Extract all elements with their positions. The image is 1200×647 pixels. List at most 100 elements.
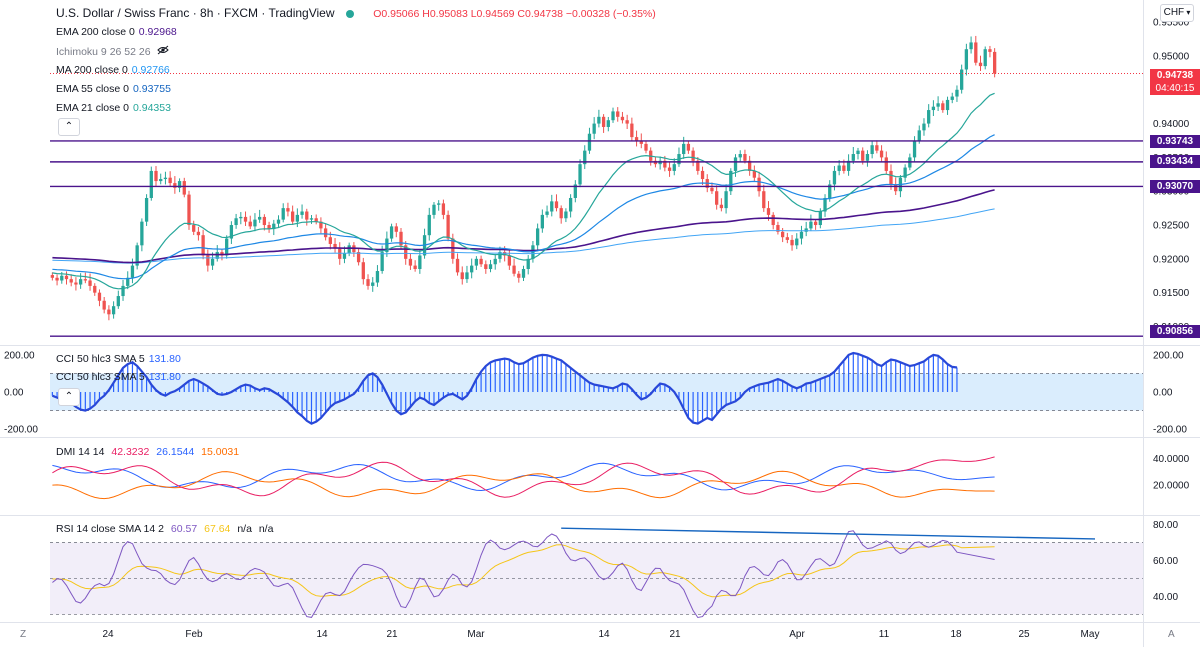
candle-body xyxy=(799,231,804,239)
zoom-reset-button[interactable]: Z xyxy=(20,629,27,640)
bar-countdown-tag: 04:40:15 xyxy=(1150,82,1200,95)
candle-body xyxy=(488,264,493,269)
ema200-line xyxy=(52,189,995,264)
candle-body xyxy=(616,111,620,117)
candle-body xyxy=(573,184,577,198)
candle-body xyxy=(969,42,973,50)
ema55-line xyxy=(52,134,995,280)
candle-body xyxy=(983,49,987,67)
symbol-title[interactable]: U.S. Dollar / Swiss Franc · 8h · FXCM · … xyxy=(56,6,335,20)
candle-body xyxy=(333,243,337,249)
candle-body xyxy=(762,191,766,209)
candle-body xyxy=(295,214,299,222)
eye-hidden-icon[interactable] xyxy=(157,45,170,58)
time-tick-label: Mar xyxy=(467,629,485,640)
candle-body xyxy=(55,277,59,281)
candle-body xyxy=(752,170,757,178)
rsi-trendline xyxy=(561,527,1096,540)
candle-body xyxy=(686,143,691,151)
price-tick-label: 0.91500 xyxy=(1153,288,1190,299)
time-tick-label: Apr xyxy=(789,629,805,640)
time-tick-label: 25 xyxy=(1018,629,1030,640)
legend-ichimoku[interactable]: Ichimoku 9 26 52 26 xyxy=(56,45,170,58)
legend-ema200[interactable]: EMA 200 close 0 0.92968 xyxy=(56,26,177,38)
candle-body xyxy=(154,170,158,182)
chevron-up-icon: ⌃ xyxy=(64,121,74,132)
legend-rsi[interactable]: RSI 14 close SMA 14 2 60.57 67.64 n/a n/… xyxy=(56,523,273,535)
legend-cci-2[interactable]: CCI 50 hlc3 SMA 5 131.80 xyxy=(56,371,181,383)
candle-body xyxy=(342,253,347,259)
candle-body xyxy=(597,116,601,124)
candle-body xyxy=(408,258,413,266)
legend-rsi-value: 60.57 xyxy=(170,523,198,535)
level-tag-1[interactable]: 0.93743 xyxy=(1150,135,1200,148)
candle-body xyxy=(517,273,521,278)
candle-body xyxy=(192,225,196,232)
candle-body xyxy=(267,225,271,230)
level-tag-2[interactable]: 0.93434 xyxy=(1150,155,1200,168)
level-tag-3[interactable]: 0.93070 xyxy=(1150,180,1200,193)
legend-ma200[interactable]: MA 200 close 0 0.92766 xyxy=(56,64,170,76)
candle-body xyxy=(710,187,714,192)
price-tick-label: 0.92000 xyxy=(1153,254,1190,265)
candle-body xyxy=(757,177,761,192)
candle-body xyxy=(592,123,596,134)
candle-body xyxy=(229,225,234,239)
candle-body xyxy=(206,255,210,266)
candle-body xyxy=(644,143,648,151)
legend-dmi[interactable]: DMI 14 14 42.3232 26.1544 15.0031 xyxy=(56,446,239,458)
cci-tick-label: 0.00 xyxy=(1153,388,1173,399)
candle-body xyxy=(97,292,102,301)
currency-selector[interactable]: CHF ▾ xyxy=(1160,4,1194,22)
cci-line xyxy=(51,351,958,425)
candle-body xyxy=(879,150,884,158)
candle-body xyxy=(526,258,530,269)
candle-body xyxy=(639,140,643,144)
candle-body xyxy=(427,214,431,236)
candle-body xyxy=(630,123,634,138)
legend-dmi-plus: 26.1544 xyxy=(156,446,195,458)
candle-body xyxy=(663,160,667,168)
candle-body xyxy=(875,145,879,151)
auto-scale-button[interactable]: A xyxy=(1168,629,1175,640)
candle-body xyxy=(187,194,191,226)
collapse-legend-button[interactable]: ⌃ xyxy=(58,118,80,136)
candle-body xyxy=(130,265,135,278)
candle-body xyxy=(672,164,676,171)
candle-body xyxy=(828,184,832,198)
cci-left-tick-label: -200.00 xyxy=(4,425,38,436)
dmi-plus-line xyxy=(52,462,995,492)
candle-body xyxy=(894,184,898,192)
candle-body xyxy=(936,103,940,107)
collapse-cci-legend-button[interactable]: ⌃ xyxy=(58,388,80,406)
candle-body xyxy=(319,221,323,229)
price-tick-label: 0.95500 xyxy=(1153,18,1190,29)
candle-body xyxy=(927,110,931,124)
candle-body xyxy=(804,228,808,232)
time-tick-label: 11 xyxy=(879,629,890,640)
legend-ema200-label: EMA 200 close 0 xyxy=(56,26,135,38)
candle-body xyxy=(93,285,97,293)
candle-body xyxy=(366,279,370,286)
legend-cci-1[interactable]: CCI 50 hlc3 SMA 5 131.80 xyxy=(56,353,181,365)
rsi-line xyxy=(52,530,995,619)
candle-body xyxy=(116,296,120,307)
candle-body xyxy=(262,216,267,226)
candle-body xyxy=(550,201,554,212)
ema21-line xyxy=(52,92,995,290)
candle-body xyxy=(196,231,201,236)
legend-ema21[interactable]: EMA 21 close 0 0.94353 xyxy=(56,102,171,114)
candle-body xyxy=(846,160,851,171)
ohlc-values: O0.95066 H0.95083 L0.94569 C0.94738 −0.0… xyxy=(373,8,656,20)
legend-ema55[interactable]: EMA 55 close 0 0.93755 xyxy=(56,83,171,95)
level-tag-4[interactable]: 0.90856 xyxy=(1150,325,1200,338)
candle-body xyxy=(385,238,389,253)
candle-body xyxy=(861,150,865,161)
last-price-tag: 0.94738 xyxy=(1150,69,1200,82)
candle-body xyxy=(102,300,106,310)
candle-body xyxy=(884,157,888,171)
candle-body xyxy=(521,268,526,278)
candle-body xyxy=(682,143,686,155)
legend-rsi-na1: n/a xyxy=(237,523,252,535)
